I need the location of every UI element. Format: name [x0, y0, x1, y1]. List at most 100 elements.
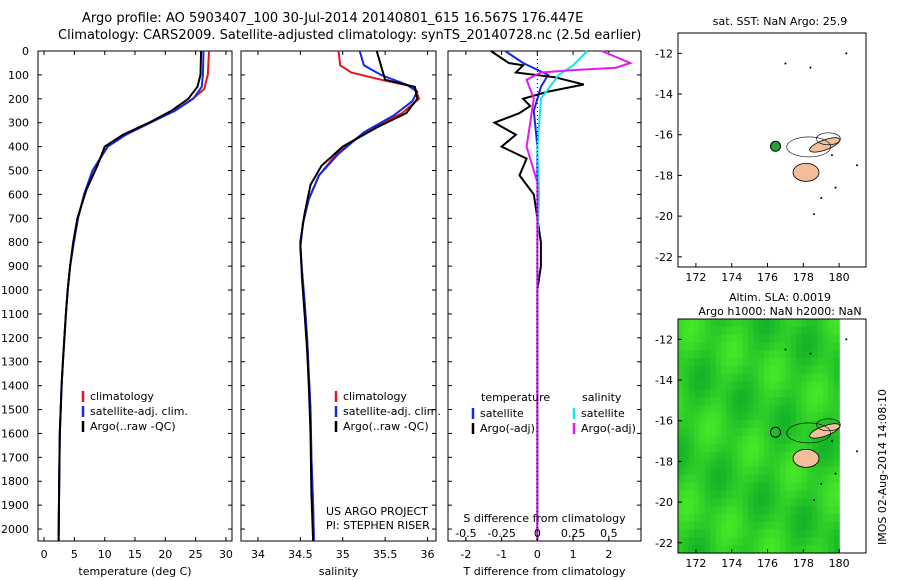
- sla-cell: [721, 467, 727, 476]
- sla-cell: [780, 404, 787, 414]
- sla-cell: [704, 365, 711, 375]
- sla-cell: [763, 529, 770, 538]
- sla-cell: [683, 529, 690, 538]
- sla-cell: [796, 381, 803, 390]
- sla-cell: [806, 334, 813, 343]
- sla-cell: [817, 545, 824, 554]
- sla-cell: [747, 545, 754, 554]
- sla-cell: [742, 428, 749, 437]
- sla-map-frame: [677, 318, 867, 554]
- sla-cell: [801, 545, 808, 554]
- sla-cell: [823, 420, 829, 429]
- sla-cell: [742, 326, 749, 336]
- sla-cell: [737, 443, 744, 453]
- sla-cell: [833, 404, 840, 414]
- sla-cell: [721, 428, 727, 437]
- sla-cell: [753, 350, 760, 359]
- sla-cell: [833, 521, 840, 531]
- sla-cell: [806, 537, 813, 546]
- sla-cell: [710, 490, 717, 499]
- sla-cell: [812, 475, 819, 484]
- sla-cell: [796, 529, 803, 538]
- sla-cell: [817, 350, 824, 359]
- sla-cell: [758, 545, 765, 554]
- sla-cell: [694, 358, 701, 367]
- sla-cell: [737, 358, 744, 367]
- salinity-legend-title: salinity: [582, 391, 622, 404]
- sla-cell: [801, 350, 808, 359]
- sla-cell: [704, 373, 711, 382]
- sla-cell: [721, 498, 727, 507]
- sla-cell: [790, 334, 797, 343]
- sla-cell: [769, 326, 776, 336]
- sla-cell: [715, 514, 722, 523]
- sla-cell: [721, 482, 727, 492]
- sla-cell: [812, 490, 819, 499]
- sla-cell: [694, 389, 701, 398]
- sla-cell: [823, 319, 829, 328]
- sla-cell: [699, 373, 706, 382]
- sla-cell: [780, 443, 787, 453]
- sla-cell: [758, 319, 765, 328]
- sla-cell: [710, 506, 717, 515]
- sla-cell: [678, 404, 684, 414]
- sst-map-ytick-label: -20: [655, 210, 673, 223]
- sla-cell: [812, 420, 819, 429]
- sla-map-ytick-label: -22: [655, 537, 673, 550]
- sla-cell: [699, 358, 706, 367]
- sla-cell: [747, 389, 754, 398]
- island-viti-levu: [792, 448, 820, 468]
- sla-cell: [812, 342, 819, 351]
- sla-cell: [699, 490, 706, 499]
- sla-cell: [833, 490, 840, 499]
- sla-cell: [806, 490, 813, 499]
- sla-cell: [747, 498, 754, 507]
- sla-cell: [812, 412, 819, 421]
- sla-cell: [823, 334, 829, 343]
- salinity-xtick-label: 34.5: [288, 548, 313, 561]
- sla-cell: [828, 459, 835, 468]
- sla-cell: [742, 482, 749, 492]
- sla-cell: [747, 326, 754, 336]
- salinity-xtick-label: 35: [336, 548, 350, 561]
- sla-cell: [769, 412, 776, 421]
- sla-cell: [763, 537, 770, 546]
- sla-cell: [699, 397, 706, 406]
- sla-cell: [790, 373, 797, 382]
- sla-cell: [774, 529, 781, 538]
- sla-cell: [763, 358, 770, 367]
- sla-cell: [758, 397, 765, 406]
- sla-cell: [817, 537, 824, 546]
- sla-cell: [694, 521, 701, 531]
- profile-title: Argo profile: AO 5903407_100 30-Jul-2014…: [82, 11, 584, 26]
- sla-cell: [785, 397, 792, 406]
- sst-map-ytick-label: -16: [655, 129, 673, 142]
- sla-map-ytick-label: -14: [655, 374, 673, 387]
- sla-cell: [688, 326, 695, 336]
- sla-cell: [731, 506, 738, 515]
- sla-cell: [823, 521, 829, 531]
- sla-cell: [742, 436, 749, 445]
- sla-cell: [715, 350, 722, 359]
- sla-cell: [780, 451, 787, 460]
- sla-cell: [694, 373, 701, 382]
- reef-contour: [816, 132, 841, 146]
- sla-cell: [774, 326, 781, 336]
- sla-cell: [774, 514, 781, 523]
- sla-cell: [833, 459, 840, 468]
- sla-cell: [785, 373, 792, 382]
- sla-cell: [769, 420, 776, 429]
- sla-cell: [694, 326, 701, 336]
- sla-cell: [742, 529, 749, 538]
- sla-cell: [769, 545, 776, 554]
- sla-cell: [683, 467, 690, 476]
- sla-cell: [688, 381, 695, 390]
- sla-cell: [704, 514, 711, 523]
- sla-cell: [726, 342, 733, 351]
- sla-cell: [699, 521, 706, 531]
- sla-cell: [817, 514, 824, 523]
- sla-cell: [758, 358, 765, 367]
- sla-cell: [790, 350, 797, 359]
- sla-cell: [769, 373, 776, 382]
